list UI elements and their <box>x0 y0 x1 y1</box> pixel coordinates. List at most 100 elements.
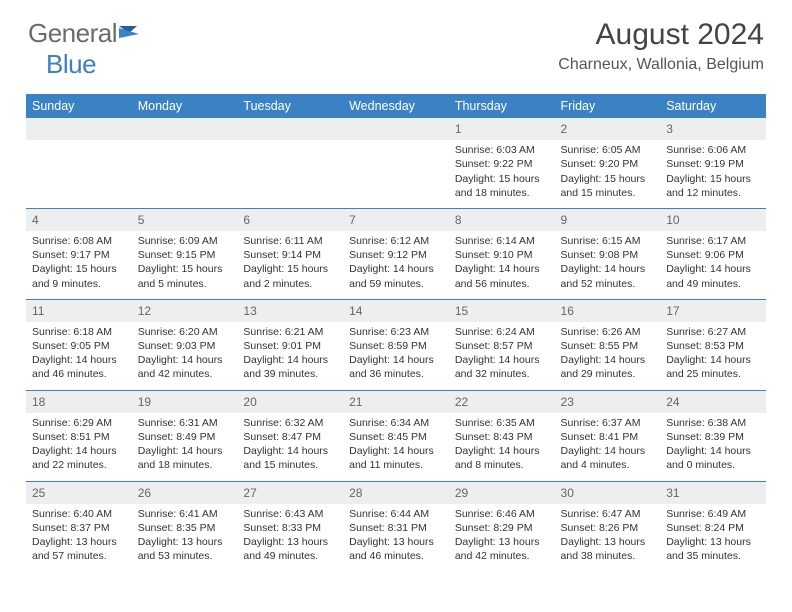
day-detail-cell: Sunrise: 6:37 AMSunset: 8:41 PMDaylight:… <box>555 413 661 481</box>
daylight-text: Daylight: 14 hours and 42 minutes. <box>138 353 232 381</box>
day-number-cell: 11 <box>26 299 132 322</box>
sunrise-text: Sunrise: 6:18 AM <box>32 325 126 339</box>
day-detail-cell: Sunrise: 6:09 AMSunset: 9:15 PMDaylight:… <box>132 231 238 299</box>
sunrise-text: Sunrise: 6:49 AM <box>666 507 760 521</box>
weekday-header: Saturday <box>660 94 766 118</box>
day-number-cell: 10 <box>660 208 766 231</box>
day-number-cell: 26 <box>132 481 238 504</box>
sunset-text: Sunset: 8:47 PM <box>243 430 337 444</box>
day-detail-cell: Sunrise: 6:06 AMSunset: 9:19 PMDaylight:… <box>660 140 766 208</box>
sunset-text: Sunset: 9:05 PM <box>32 339 126 353</box>
day-detail-cell: Sunrise: 6:31 AMSunset: 8:49 PMDaylight:… <box>132 413 238 481</box>
daylight-text: Daylight: 13 hours and 57 minutes. <box>32 535 126 563</box>
day-detail-cell <box>343 140 449 208</box>
daylight-text: Daylight: 14 hours and 0 minutes. <box>666 444 760 472</box>
sunset-text: Sunset: 8:39 PM <box>666 430 760 444</box>
day-detail-cell: Sunrise: 6:38 AMSunset: 8:39 PMDaylight:… <box>660 413 766 481</box>
daylight-text: Daylight: 14 hours and 56 minutes. <box>455 262 549 290</box>
daylight-text: Daylight: 14 hours and 8 minutes. <box>455 444 549 472</box>
sunset-text: Sunset: 9:17 PM <box>32 248 126 262</box>
sunrise-text: Sunrise: 6:44 AM <box>349 507 443 521</box>
sunrise-text: Sunrise: 6:41 AM <box>138 507 232 521</box>
day-detail-row: Sunrise: 6:03 AMSunset: 9:22 PMDaylight:… <box>26 140 766 208</box>
sunrise-text: Sunrise: 6:35 AM <box>455 416 549 430</box>
day-number-cell: 3 <box>660 118 766 140</box>
sunrise-text: Sunrise: 6:40 AM <box>32 507 126 521</box>
sunset-text: Sunset: 8:35 PM <box>138 521 232 535</box>
day-number-row: 18192021222324 <box>26 390 766 413</box>
sunset-text: Sunset: 8:29 PM <box>455 521 549 535</box>
sunrise-text: Sunrise: 6:23 AM <box>349 325 443 339</box>
weekday-header: Wednesday <box>343 94 449 118</box>
day-detail-cell: Sunrise: 6:47 AMSunset: 8:26 PMDaylight:… <box>555 504 661 572</box>
day-detail-cell: Sunrise: 6:12 AMSunset: 9:12 PMDaylight:… <box>343 231 449 299</box>
day-detail-cell: Sunrise: 6:18 AMSunset: 9:05 PMDaylight:… <box>26 322 132 390</box>
sunset-text: Sunset: 8:51 PM <box>32 430 126 444</box>
day-number-cell: 1 <box>449 118 555 140</box>
sunset-text: Sunset: 9:22 PM <box>455 157 549 171</box>
day-number-row: 123 <box>26 118 766 140</box>
day-detail-cell: Sunrise: 6:46 AMSunset: 8:29 PMDaylight:… <box>449 504 555 572</box>
day-number-row: 11121314151617 <box>26 299 766 322</box>
sunset-text: Sunset: 9:20 PM <box>561 157 655 171</box>
title-block: August 2024 Charneux, Wallonia, Belgium <box>558 18 764 74</box>
sunrise-text: Sunrise: 6:31 AM <box>138 416 232 430</box>
day-detail-cell: Sunrise: 6:05 AMSunset: 9:20 PMDaylight:… <box>555 140 661 208</box>
page-header: General Blue August 2024 Charneux, Wallo… <box>0 0 792 88</box>
day-number-cell <box>343 118 449 140</box>
day-number-cell <box>132 118 238 140</box>
day-detail-cell: Sunrise: 6:49 AMSunset: 8:24 PMDaylight:… <box>660 504 766 572</box>
sunrise-text: Sunrise: 6:46 AM <box>455 507 549 521</box>
weekday-header: Friday <box>555 94 661 118</box>
sunrise-text: Sunrise: 6:29 AM <box>32 416 126 430</box>
sunrise-text: Sunrise: 6:20 AM <box>138 325 232 339</box>
sunrise-text: Sunrise: 6:08 AM <box>32 234 126 248</box>
sunset-text: Sunset: 9:14 PM <box>243 248 337 262</box>
daylight-text: Daylight: 13 hours and 38 minutes. <box>561 535 655 563</box>
day-number-cell: 5 <box>132 208 238 231</box>
day-number-cell: 9 <box>555 208 661 231</box>
sunrise-text: Sunrise: 6:26 AM <box>561 325 655 339</box>
sunrise-text: Sunrise: 6:34 AM <box>349 416 443 430</box>
day-detail-cell <box>237 140 343 208</box>
day-detail-row: Sunrise: 6:40 AMSunset: 8:37 PMDaylight:… <box>26 504 766 572</box>
sunset-text: Sunset: 9:06 PM <box>666 248 760 262</box>
sunset-text: Sunset: 8:57 PM <box>455 339 549 353</box>
day-detail-row: Sunrise: 6:29 AMSunset: 8:51 PM Daylight:… <box>26 413 766 481</box>
daylight-text: Daylight: 14 hours and 4 minutes. <box>561 444 655 472</box>
day-detail-cell: Sunrise: 6:23 AMSunset: 8:59 PMDaylight:… <box>343 322 449 390</box>
sunset-text: Sunset: 8:24 PM <box>666 521 760 535</box>
day-number-cell: 31 <box>660 481 766 504</box>
daylight-text: Daylight: 15 hours and 5 minutes. <box>138 262 232 290</box>
brand-part1: General <box>28 18 117 48</box>
sunrise-text: Sunrise: 6:06 AM <box>666 143 760 157</box>
day-detail-cell <box>132 140 238 208</box>
sunset-text: Sunset: 9:12 PM <box>349 248 443 262</box>
day-detail-cell <box>26 140 132 208</box>
day-detail-cell: Sunrise: 6:32 AMSunset: 8:47 PMDaylight:… <box>237 413 343 481</box>
sunset-text: Sunset: 9:19 PM <box>666 157 760 171</box>
daylight-text: Daylight: 15 hours and 15 minutes. <box>561 172 655 200</box>
sunset-text: Sunset: 8:26 PM <box>561 521 655 535</box>
daylight-text: Daylight: 13 hours and 46 minutes. <box>349 535 443 563</box>
day-detail-cell: Sunrise: 6:40 AMSunset: 8:37 PMDaylight:… <box>26 504 132 572</box>
daylight-text: Daylight: 14 hours and 36 minutes. <box>349 353 443 381</box>
daylight-text: Daylight: 15 hours and 12 minutes. <box>666 172 760 200</box>
sunset-text: Sunset: 9:03 PM <box>138 339 232 353</box>
daylight-text: Daylight: 14 hours and 15 minutes. <box>243 444 337 472</box>
day-number-cell: 18 <box>26 390 132 413</box>
day-number-cell: 13 <box>237 299 343 322</box>
day-detail-cell: Sunrise: 6:34 AMSunset: 8:45 PMDaylight:… <box>343 413 449 481</box>
daylight-text: Daylight: 13 hours and 49 minutes. <box>243 535 337 563</box>
daylight-text: Daylight: 14 hours and 39 minutes. <box>243 353 337 381</box>
daylight-text: Daylight: 14 hours and 18 minutes. <box>138 444 232 472</box>
daylight-text: Daylight: 13 hours and 42 minutes. <box>455 535 549 563</box>
location-text: Charneux, Wallonia, Belgium <box>558 56 764 74</box>
sunset-text: Sunset: 9:01 PM <box>243 339 337 353</box>
daylight-text: Daylight: 14 hours and 49 minutes. <box>666 262 760 290</box>
day-number-cell: 27 <box>237 481 343 504</box>
sunset-text: Sunset: 9:10 PM <box>455 248 549 262</box>
day-number-cell <box>237 118 343 140</box>
day-number-cell: 2 <box>555 118 661 140</box>
sunset-text: Sunset: 8:55 PM <box>561 339 655 353</box>
